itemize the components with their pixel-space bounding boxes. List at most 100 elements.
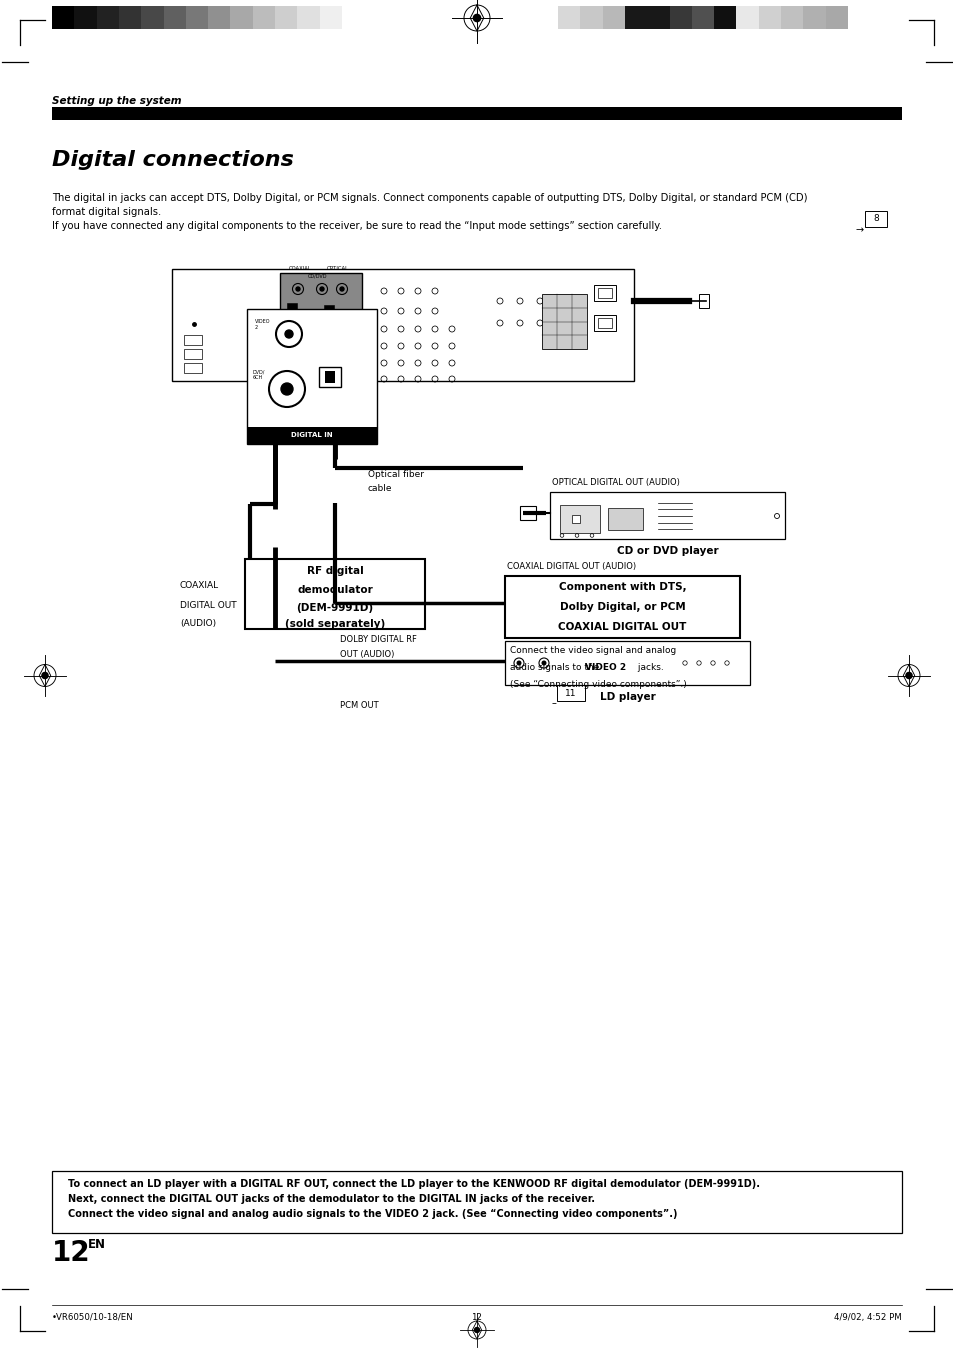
Bar — [318, 367, 340, 386]
Circle shape — [295, 286, 299, 290]
Bar — [504, 640, 749, 685]
Bar — [172, 269, 634, 381]
Bar — [184, 335, 202, 345]
Text: jacks.: jacks. — [635, 663, 663, 671]
Bar — [714, 5, 736, 28]
Text: OPTICAL DIGITAL OUT (AUDIO): OPTICAL DIGITAL OUT (AUDIO) — [552, 478, 679, 486]
Text: DOLBY DIGITAL RF: DOLBY DIGITAL RF — [339, 635, 416, 644]
Bar — [598, 317, 612, 328]
Text: CD/DVD: CD/DVD — [308, 274, 328, 280]
FancyBboxPatch shape — [557, 685, 584, 701]
Text: VIDEO 2: VIDEO 2 — [584, 663, 625, 671]
Circle shape — [474, 1328, 479, 1332]
Bar — [96, 5, 119, 28]
Bar — [247, 309, 376, 444]
Bar — [325, 372, 335, 382]
Text: Dolby Digital, or PCM: Dolby Digital, or PCM — [559, 603, 684, 612]
Text: PCM OUT: PCM OUT — [339, 701, 378, 711]
Text: 8: 8 — [872, 215, 878, 223]
Bar — [559, 505, 599, 534]
Circle shape — [339, 286, 344, 290]
Bar — [247, 427, 376, 444]
Text: COAXIAL: COAXIAL — [289, 266, 311, 272]
Text: VIDEO
2: VIDEO 2 — [254, 319, 271, 330]
Text: •VR6050/10-18/EN: •VR6050/10-18/EN — [52, 1313, 133, 1323]
Bar — [594, 315, 616, 331]
Text: To connect an LD player with a DIGITAL RF OUT, connect the LD player to the KENW: To connect an LD player with a DIGITAL R… — [68, 1179, 760, 1220]
Bar — [141, 5, 163, 28]
Bar — [541, 295, 586, 349]
Circle shape — [517, 661, 520, 665]
Bar — [607, 508, 642, 530]
Bar — [558, 5, 579, 28]
Text: DVD/
6CH: DVD/ 6CH — [253, 369, 265, 380]
Text: Component with DTS,: Component with DTS, — [558, 582, 685, 592]
Text: audio signals to the: audio signals to the — [510, 663, 601, 671]
Bar — [825, 5, 847, 28]
Bar — [646, 5, 669, 28]
Bar — [699, 295, 708, 308]
Text: (See “Connecting video components”.): (See “Connecting video components”.) — [510, 680, 686, 689]
Text: RF digital: RF digital — [306, 566, 363, 576]
Bar — [624, 5, 646, 28]
Bar — [802, 5, 825, 28]
Text: Setting up the system: Setting up the system — [52, 96, 181, 105]
Text: (sold separately): (sold separately) — [285, 619, 385, 630]
Bar — [602, 5, 624, 28]
Text: CD or DVD player: CD or DVD player — [616, 546, 718, 557]
Bar — [781, 5, 802, 28]
Text: LD player: LD player — [599, 692, 655, 703]
Circle shape — [281, 382, 293, 394]
Bar — [231, 5, 253, 28]
FancyBboxPatch shape — [864, 211, 886, 227]
Bar — [163, 5, 186, 28]
Circle shape — [905, 673, 911, 678]
Circle shape — [285, 330, 293, 338]
Bar — [52, 107, 901, 120]
Text: Optical fiber: Optical fiber — [368, 470, 423, 480]
Text: →: → — [855, 226, 863, 235]
Bar — [245, 559, 424, 630]
Bar — [579, 5, 602, 28]
Bar — [74, 5, 96, 28]
Bar — [594, 285, 616, 301]
Bar — [297, 5, 319, 28]
Bar — [287, 303, 296, 311]
Text: The digital in jacks can accept DTS, Dolby Digital, or PCM signals. Connect comp: The digital in jacks can accept DTS, Dol… — [52, 193, 806, 218]
Bar — [324, 305, 334, 313]
Text: If you have connected any digital components to the receiver, be sure to read th: If you have connected any digital compon… — [52, 222, 661, 231]
Text: cable: cable — [368, 484, 392, 493]
Text: 12: 12 — [52, 1239, 91, 1267]
Text: COAXIAL DIGITAL OUT (AUDIO): COAXIAL DIGITAL OUT (AUDIO) — [506, 562, 636, 571]
Text: COAXIAL: COAXIAL — [180, 581, 219, 590]
Bar — [691, 5, 714, 28]
Bar — [186, 5, 208, 28]
Bar — [504, 576, 740, 638]
Text: OUT (AUDIO): OUT (AUDIO) — [339, 650, 394, 659]
Bar — [52, 5, 74, 28]
Bar — [519, 507, 536, 520]
Bar — [184, 363, 202, 373]
Bar — [669, 5, 691, 28]
Circle shape — [319, 286, 324, 290]
Bar — [736, 5, 758, 28]
Text: (AUDIO): (AUDIO) — [180, 619, 216, 628]
Text: 11: 11 — [565, 689, 577, 697]
Text: EN: EN — [88, 1238, 106, 1251]
Bar — [758, 5, 781, 28]
Circle shape — [541, 661, 545, 665]
Bar — [274, 5, 297, 28]
Bar — [119, 5, 141, 28]
Text: COAXIAL DIGITAL OUT: COAXIAL DIGITAL OUT — [558, 621, 686, 632]
Text: Digital connections: Digital connections — [52, 150, 294, 170]
Bar — [550, 492, 784, 539]
Text: (DEM-9991D): (DEM-9991D) — [296, 603, 374, 613]
Text: 12: 12 — [471, 1313, 482, 1323]
Text: –: – — [551, 698, 556, 708]
Bar — [280, 273, 361, 363]
Text: DIGITAL IN: DIGITAL IN — [291, 432, 333, 439]
Circle shape — [473, 15, 480, 22]
Text: DIGITAL OUT: DIGITAL OUT — [180, 601, 236, 611]
Text: demodulator: demodulator — [296, 585, 373, 594]
Bar — [598, 288, 612, 299]
